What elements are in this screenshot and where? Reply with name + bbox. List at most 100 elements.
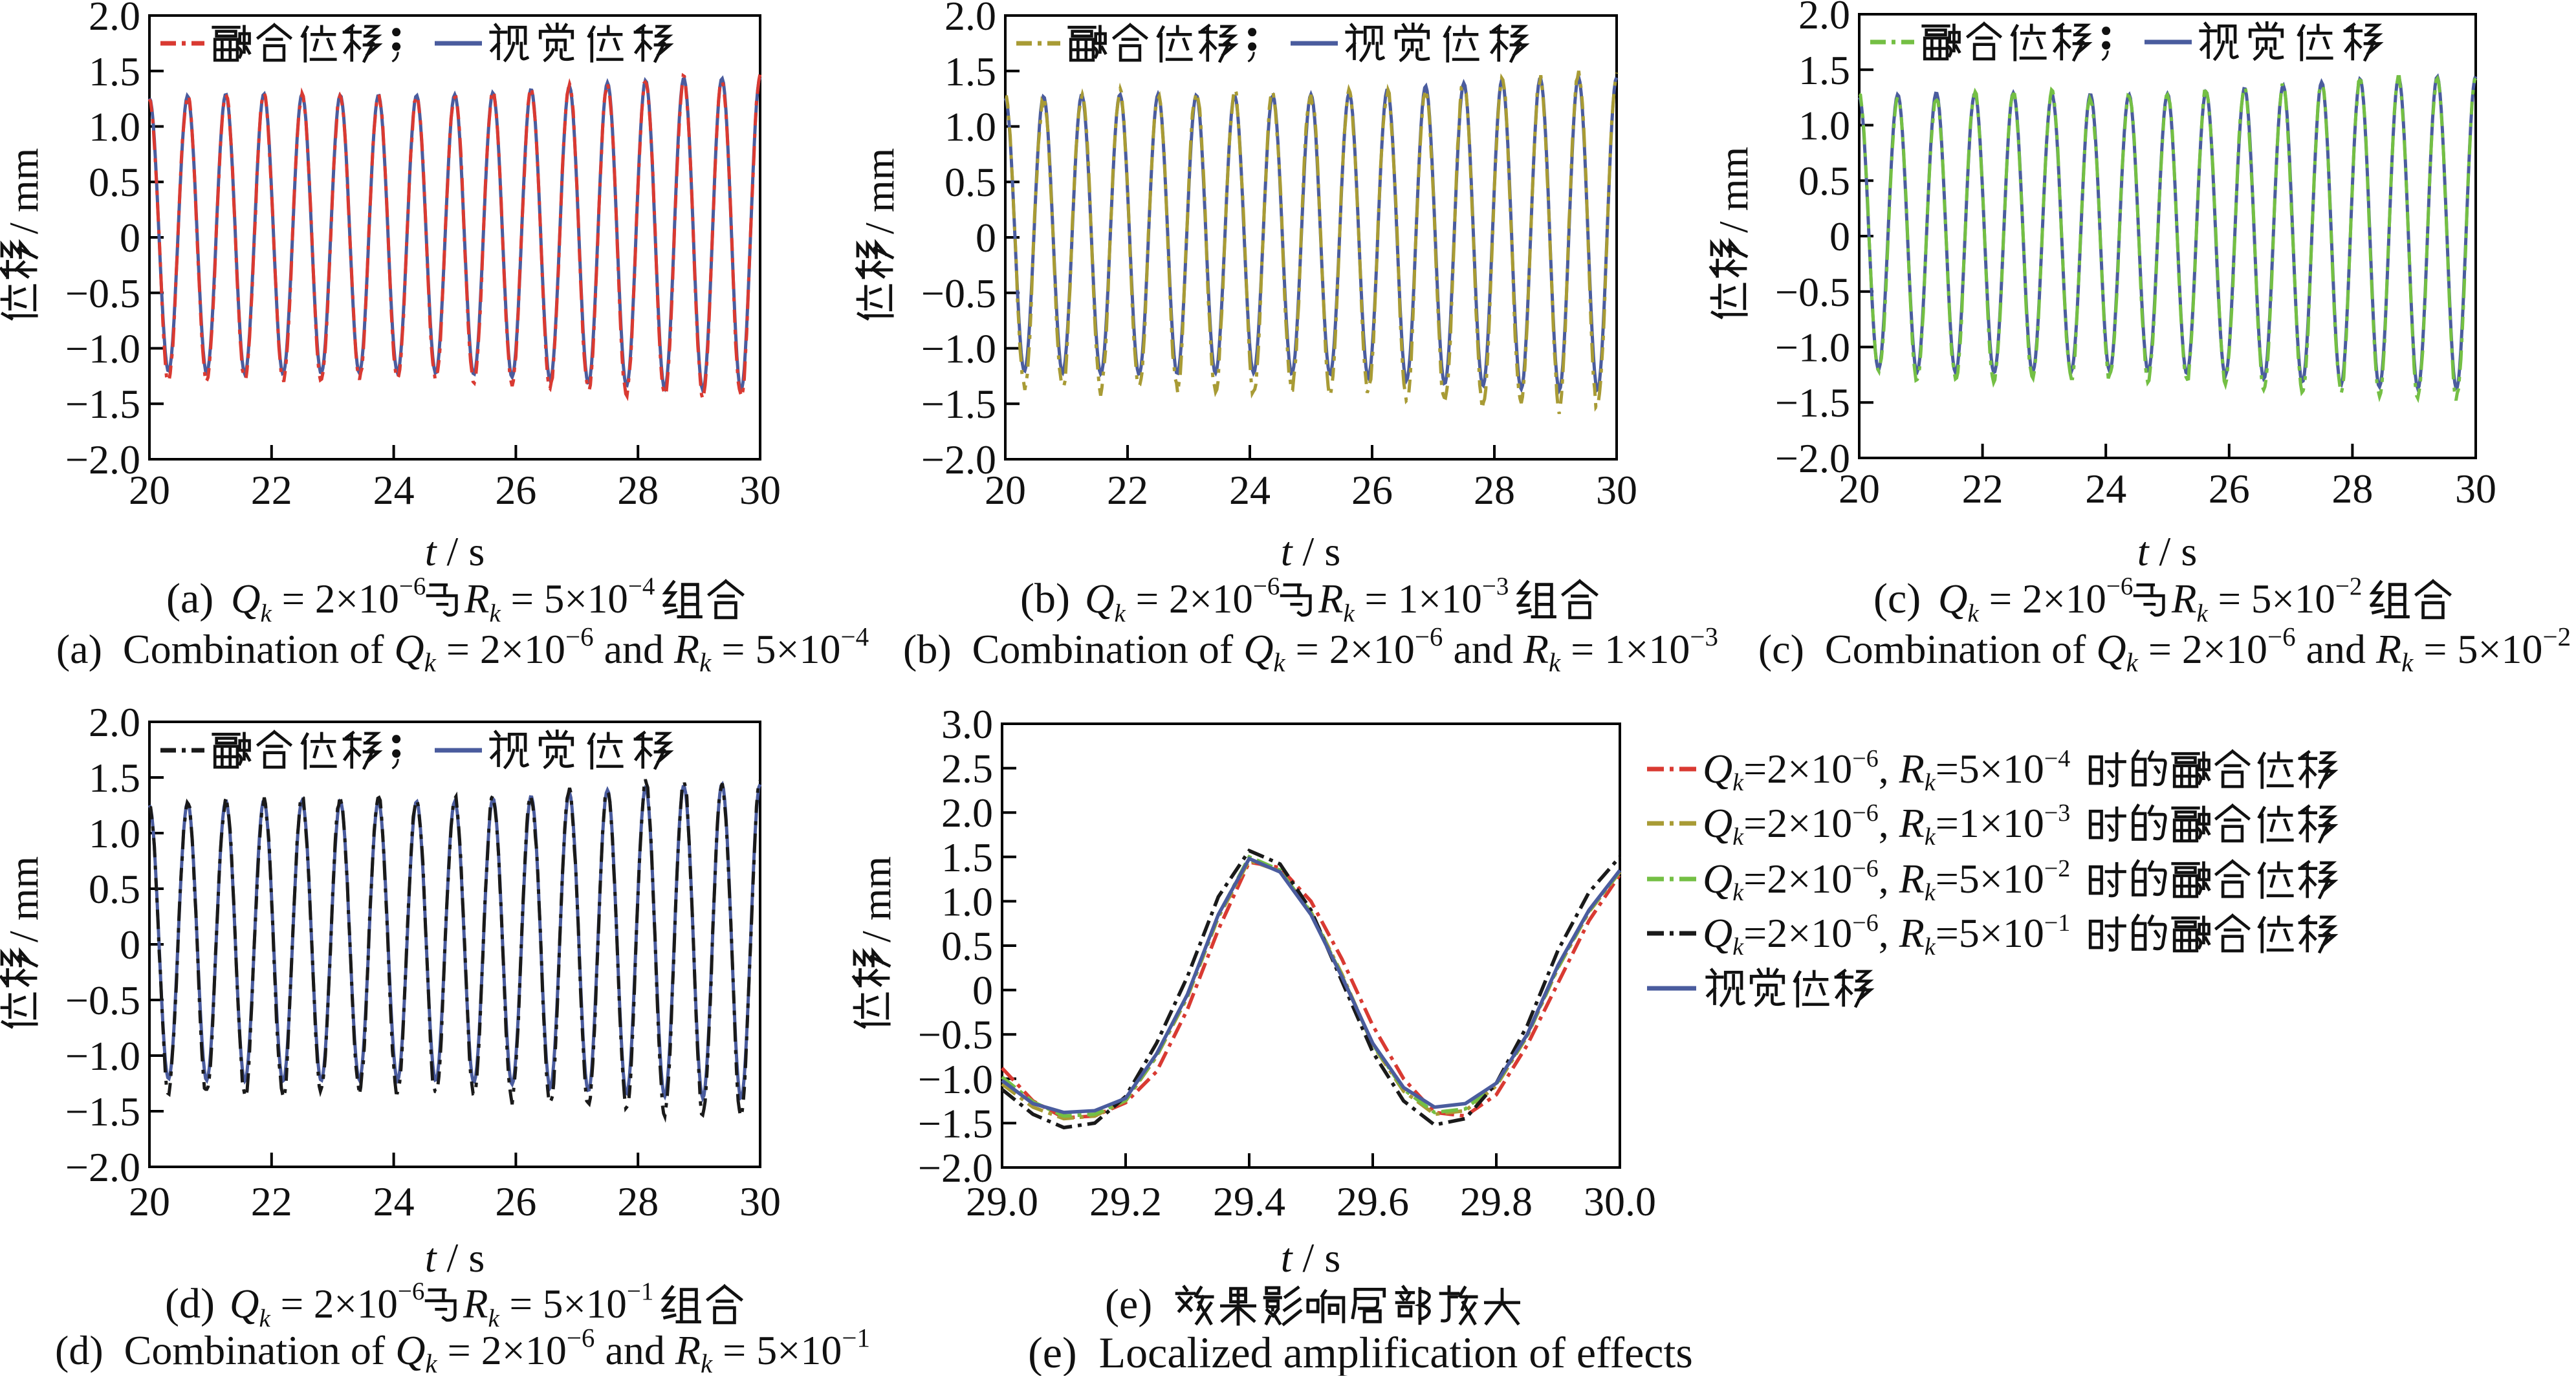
svg-text:−2.0: −2.0 [1775,435,1850,481]
svg-text:t / s: t / s [425,528,485,574]
svg-text:−1.5: −1.5 [65,381,140,427]
svg-text:24: 24 [373,1178,415,1224]
svg-text:/ mm: / mm [1,856,47,942]
svg-text:−2.0: −2.0 [918,1145,993,1191]
svg-text:22: 22 [251,467,292,513]
svg-text:24: 24 [2085,466,2126,512]
svg-text:−2.0: −2.0 [65,1144,140,1190]
svg-text:/ mm: / mm [1,148,47,234]
svg-text:28: 28 [1474,467,1515,513]
svg-text:20: 20 [129,467,170,513]
svg-text:(e) Localized amplification o: (e) Localized amplification of effects [1028,1328,1693,1376]
svg-text:20: 20 [1839,466,1880,512]
svg-text:2.0: 2.0 [89,0,140,39]
svg-text:1.5: 1.5 [941,834,993,880]
svg-text:26: 26 [495,1178,536,1224]
svg-text:24: 24 [1229,467,1271,513]
svg-text:22: 22 [1107,467,1148,513]
svg-text:−1.0: −1.0 [918,1056,993,1102]
svg-text:/ mm: / mm [1710,147,1756,233]
svg-text:−1.0: −1.0 [921,326,996,372]
svg-text:−1.0: −1.0 [65,1033,140,1079]
svg-text:1.5: 1.5 [1798,47,1850,93]
svg-text:28: 28 [617,1178,659,1224]
svg-text:2.0: 2.0 [1798,0,1850,38]
svg-text:0.5: 0.5 [941,923,993,969]
svg-text:t / s: t / s [1281,1235,1340,1281]
svg-text:1.5: 1.5 [944,49,996,94]
svg-text:30: 30 [739,467,781,513]
svg-text:−1.5: −1.5 [921,381,996,427]
svg-text:Qk=2×10−6, Rk=5×10−4: Qk=2×10−6, Rk=5×10−4 [1703,745,2070,796]
svg-text:0.5: 0.5 [1798,158,1850,204]
svg-text:(d): (d) [165,1280,215,1327]
svg-text:(b) Combination of Qk = 2×10−: (b) Combination of Qk = 2×10−6 and Rk = … [903,622,1718,677]
svg-text:t / s: t / s [2137,528,2197,574]
svg-text:29.4: 29.4 [1213,1178,1285,1224]
svg-text:/ mm: / mm [853,856,899,942]
svg-text:−2.0: −2.0 [65,437,140,483]
svg-text:28: 28 [2331,466,2373,512]
svg-text:2.0: 2.0 [944,0,996,39]
svg-text:1.5: 1.5 [89,755,140,801]
svg-text:0: 0 [120,922,140,968]
svg-text:(b): (b) [1020,575,1070,622]
svg-text:−1.5: −1.5 [1775,380,1850,426]
svg-text:t / s: t / s [425,1235,485,1281]
svg-text:1.0: 1.0 [941,878,993,924]
svg-text:1.0: 1.0 [1798,103,1850,149]
svg-text:0: 0 [976,215,996,261]
svg-text:−2.0: −2.0 [921,437,996,483]
svg-text:Qk=2×10−6, Rk=5×10−1: Qk=2×10−6, Rk=5×10−1 [1703,909,2070,961]
svg-text:30: 30 [739,1178,781,1224]
svg-text:1.0: 1.0 [944,104,996,150]
svg-text:−0.5: −0.5 [1775,269,1850,315]
svg-text:−0.5: −0.5 [65,270,140,316]
svg-text:Rk = 5×10−2: Rk = 5×10−2 [2171,572,2362,627]
svg-text:29.6: 29.6 [1337,1178,1409,1224]
svg-text:28: 28 [617,467,659,513]
svg-text:−1.5: −1.5 [65,1089,140,1135]
svg-text:−1.0: −1.0 [65,326,140,372]
svg-text:2.0: 2.0 [941,790,993,836]
svg-text:22: 22 [1962,466,2003,512]
svg-text:−0.5: −0.5 [918,1012,993,1058]
svg-text:26: 26 [2209,466,2250,512]
svg-text:20: 20 [129,1178,170,1224]
svg-text:1.0: 1.0 [89,104,140,150]
svg-text:Qk=2×10−6, Rk=5×10−2: Qk=2×10−6, Rk=5×10−2 [1703,855,2070,906]
svg-text:1.5: 1.5 [89,49,140,94]
svg-text:30.0: 30.0 [1584,1178,1656,1224]
svg-text:(e): (e) [1105,1281,1152,1328]
svg-text:0: 0 [120,215,140,261]
svg-text:26: 26 [1351,467,1393,513]
svg-text:30: 30 [2455,466,2496,512]
svg-text:−0.5: −0.5 [921,270,996,316]
svg-text:(a) Combination of Qk = 2×10−: (a) Combination of Qk = 2×10−6 and Rk = … [56,622,869,677]
svg-text:t / s: t / s [1281,528,1340,574]
svg-text:−1.0: −1.0 [1775,325,1850,371]
svg-text:2.5: 2.5 [941,746,993,792]
svg-text:2.0: 2.0 [89,699,140,745]
svg-text:1.0: 1.0 [89,810,140,856]
svg-text:Qk=2×10−6, Rk=1×10−3: Qk=2×10−6, Rk=1×10−3 [1703,799,2070,851]
svg-text:20: 20 [985,467,1026,513]
svg-text:24: 24 [373,467,415,513]
svg-text:0: 0 [1829,213,1850,259]
svg-text:−0.5: −0.5 [65,977,140,1023]
svg-text:(a): (a) [166,575,213,622]
svg-text:Rk = 5×10−4: Rk = 5×10−4 [464,572,655,627]
svg-text:30: 30 [1596,467,1637,513]
svg-text:Qk = 2×10−6: Qk = 2×10−6 [1938,572,2133,627]
svg-text:(c): (c) [1873,575,1921,622]
svg-text:29.2: 29.2 [1089,1178,1162,1224]
svg-text:0.5: 0.5 [89,159,140,205]
svg-text:/ mm: / mm [857,148,902,234]
svg-text:29.8: 29.8 [1460,1178,1533,1224]
svg-text:Qk = 2×10−6: Qk = 2×10−6 [231,572,426,627]
svg-text:0.5: 0.5 [944,159,996,205]
svg-text:−1.5: −1.5 [918,1100,993,1146]
svg-text:26: 26 [495,467,536,513]
svg-text:(d) Combination of Qk = 2×10−: (d) Combination of Qk = 2×10−6 and Rk = … [55,1323,870,1376]
svg-text:0: 0 [972,968,993,1014]
